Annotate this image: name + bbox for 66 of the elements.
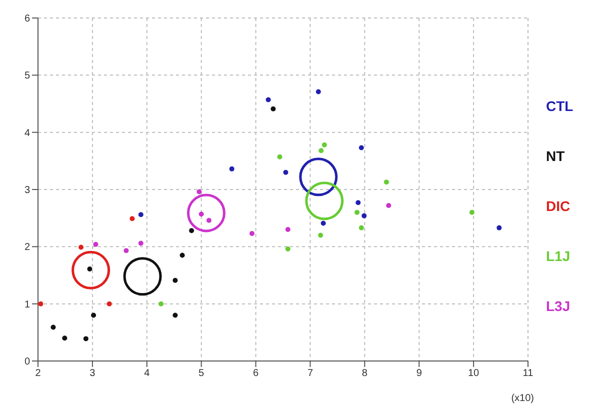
point: [316, 89, 321, 94]
point: [172, 312, 178, 318]
point: [62, 336, 68, 341]
point: [358, 225, 364, 230]
x-tick-label: 4: [144, 368, 150, 380]
x-tick-label: 9: [416, 368, 422, 380]
point: [83, 336, 88, 342]
x-tick-label: 3: [90, 368, 96, 380]
point: [318, 148, 324, 154]
point: [320, 220, 326, 226]
y-tick-label: 1: [24, 299, 30, 310]
point: [87, 266, 92, 272]
point: [198, 212, 204, 217]
x-tick-label: 10: [468, 368, 480, 380]
text: L3J: [546, 298, 572, 314]
text: DIC: [546, 198, 572, 214]
point: [93, 242, 98, 247]
text: CTL: [546, 98, 574, 114]
x-tick-label: 6: [252, 368, 259, 380]
point: [91, 312, 96, 318]
point: [78, 244, 84, 250]
x-tick-label: 5: [198, 368, 205, 380]
point: [354, 210, 360, 215]
point: [285, 246, 290, 252]
y-tick-label: 0: [24, 356, 30, 368]
point: [469, 210, 474, 215]
y-tick-label: 5: [24, 70, 30, 82]
point: [277, 154, 282, 160]
point: [206, 218, 212, 223]
y-tick-label: 4: [24, 128, 30, 139]
point: [196, 189, 202, 194]
point: [249, 231, 254, 236]
point: [158, 301, 164, 306]
point: [322, 142, 327, 148]
text: (x10): [511, 393, 534, 404]
point: [386, 203, 392, 208]
point: [138, 212, 144, 218]
y-tick-label: 2: [24, 242, 30, 254]
point: [189, 228, 194, 234]
point: [180, 252, 185, 258]
point: [229, 166, 234, 172]
point: [318, 232, 324, 238]
point: [384, 180, 389, 185]
point: [172, 278, 178, 283]
point: [50, 324, 56, 330]
y-tick-label: 3: [24, 185, 30, 196]
point: [356, 200, 361, 206]
text: NT: [546, 148, 566, 164]
point: [266, 97, 271, 102]
point: [496, 225, 502, 230]
point: [124, 248, 129, 254]
x-tick-label: 8: [362, 368, 368, 380]
point: [362, 213, 367, 218]
x-tick-label: 11: [522, 368, 534, 380]
x-tick-label: 2: [35, 368, 42, 380]
point: [38, 301, 44, 306]
point: [283, 170, 288, 175]
x-tick-label: 7: [307, 368, 314, 380]
point: [138, 240, 144, 246]
point: [270, 106, 276, 112]
point: [285, 227, 290, 232]
point: [106, 301, 112, 306]
point: [130, 216, 135, 222]
y-tick-label: 6: [24, 14, 30, 25]
text: L1J: [546, 248, 572, 264]
point: [358, 145, 364, 150]
